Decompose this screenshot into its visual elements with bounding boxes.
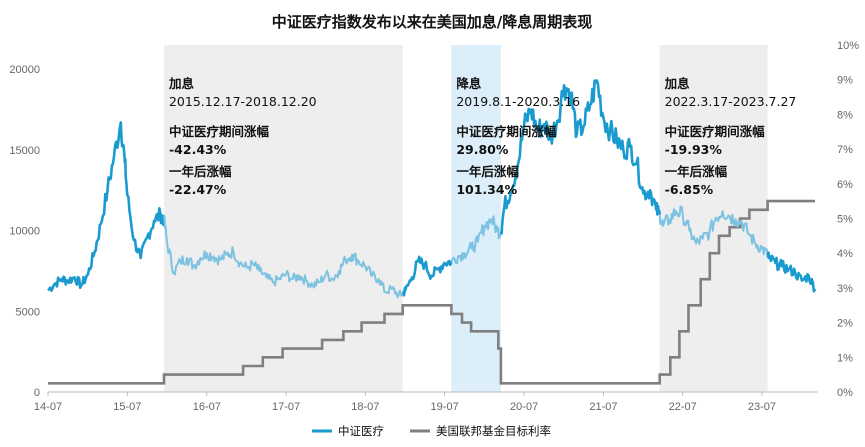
y-left-tick-label: 15000 xyxy=(9,145,40,157)
x-tick-label: 21-07 xyxy=(589,401,617,413)
one-year-change-label: 一年后涨幅 xyxy=(169,164,232,179)
y-left-tick-label: 5000 xyxy=(16,306,40,318)
one-year-change-label: 一年后涨幅 xyxy=(456,164,519,179)
x-tick-label: 20-07 xyxy=(510,401,538,413)
y-right-tick-label: 9% xyxy=(837,75,853,87)
x-tick-label: 17-07 xyxy=(272,401,300,413)
index-line-segment xyxy=(450,215,503,265)
period-change-label: 中证医疗期间涨幅 xyxy=(169,124,270,139)
index-line-segment xyxy=(402,255,453,297)
period-shade-1 xyxy=(163,45,403,392)
y-right-tick-label: 5% xyxy=(837,214,853,226)
period-label: 降息 xyxy=(456,76,482,91)
index-series xyxy=(47,79,817,299)
x-tick-label: 19-07 xyxy=(431,401,459,413)
y-right-tick-label: 1% xyxy=(837,352,853,364)
one-year-change-value: -6.85% xyxy=(665,182,714,197)
y-right-tick-label: 0% xyxy=(837,387,853,399)
one-year-change-value: 101.34% xyxy=(456,182,517,197)
y-right-tick-label: 10% xyxy=(837,40,859,52)
axes: 14-07 15-07 16-07 17-07 18-07 19-07 20-07 21-07… xyxy=(9,40,859,413)
period-annotations: 加息 2015.12.17-2018.12.20 中证医疗期间涨幅 -42.43% 一年… xyxy=(168,76,796,197)
legend-label-index: 中证医疗 xyxy=(338,424,384,438)
x-tick-label: 18-07 xyxy=(351,401,379,413)
y-left-tick-label: 20000 xyxy=(9,64,40,76)
legend-label-rate: 美国联邦基金目标利率 xyxy=(436,424,551,438)
y-right-tick-label: 8% xyxy=(837,109,853,121)
x-tick-label: 23-07 xyxy=(748,401,776,413)
y-right-tick-label: 2% xyxy=(837,318,853,330)
y-left-tick-label: 0 xyxy=(34,387,40,399)
period-change-label: 中证医疗期间涨幅 xyxy=(665,124,766,139)
period-label: 加息 xyxy=(168,76,195,91)
period-range: 2019.8.1-2020.3.16 xyxy=(456,94,580,109)
period-range: 2015.12.17-2018.12.20 xyxy=(169,94,317,109)
index-line-segment xyxy=(658,205,769,258)
y-right-tick-label: 7% xyxy=(837,144,853,156)
x-tick-label: 15-07 xyxy=(113,401,141,413)
index-line-segment xyxy=(47,121,166,292)
chart-title: 中证医疗指数发布以来在美国加息/降息周期表现 xyxy=(272,13,592,31)
index-line-segment xyxy=(500,79,661,235)
y-right-tick-label: 3% xyxy=(837,283,853,295)
rate-line xyxy=(48,199,815,385)
y-right-tick-label: 4% xyxy=(837,248,853,260)
x-tick-label: 14-07 xyxy=(34,401,62,413)
y-left-tick-label: 10000 xyxy=(9,226,40,238)
period-change-value: -19.93% xyxy=(665,142,723,157)
one-year-change-label: 一年后涨幅 xyxy=(665,164,728,179)
period-change-value: -42.43% xyxy=(169,142,227,157)
period-change-label: 中证医疗期间涨幅 xyxy=(456,124,557,139)
x-tick-label: 22-07 xyxy=(669,401,697,413)
x-tick-label: 16-07 xyxy=(193,401,221,413)
index-line-segment xyxy=(766,251,817,293)
y-right-tick-label: 6% xyxy=(837,179,853,191)
index-line-segment xyxy=(163,214,405,299)
period-range: 2022.3.17-2023.7.27 xyxy=(665,94,797,109)
legend: 中证医疗 美国联邦基金目标利率 xyxy=(312,424,551,438)
period-label: 加息 xyxy=(664,76,691,91)
one-year-change-value: -22.47% xyxy=(169,182,227,197)
rate-series xyxy=(48,199,815,385)
period-change-value: 29.80% xyxy=(456,142,509,157)
